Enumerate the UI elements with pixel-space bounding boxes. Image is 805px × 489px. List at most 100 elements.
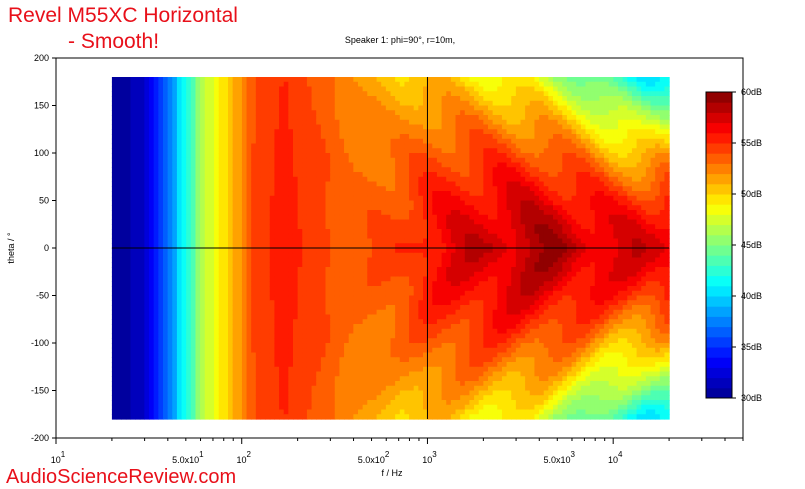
heatmap-cell: [265, 138, 271, 145]
heatmap-cell: [214, 105, 220, 111]
heatmap-cell: [190, 257, 197, 263]
heatmap-cell: [260, 186, 266, 192]
heatmap-cell: [302, 219, 308, 225]
heatmap-cell: [423, 153, 429, 159]
heatmap-cell: [232, 224, 238, 230]
heatmap-cell: [116, 229, 122, 235]
heatmap-cell: [260, 395, 266, 401]
heatmap-cell: [190, 376, 197, 382]
heatmap-cell: [237, 119, 243, 126]
heatmap-cell: [427, 200, 433, 206]
heatmap-cell: [339, 110, 345, 116]
heatmap-cell: [311, 333, 317, 339]
heatmap-cell: [404, 86, 410, 92]
heatmap-cell: [260, 309, 266, 316]
heatmap-cell: [204, 400, 211, 406]
heatmap-cell: [237, 252, 243, 259]
heatmap-cell: [418, 333, 424, 339]
heatmap-cell: [241, 319, 248, 325]
heatmap-cell: [311, 238, 317, 244]
heatmap-cell: [325, 347, 331, 354]
heatmap-cell: [246, 281, 252, 287]
heatmap-cell: [130, 219, 136, 225]
heatmap-cell: [269, 86, 276, 92]
heatmap-cell: [358, 143, 364, 149]
heatmap-cells: [111, 77, 670, 420]
heatmap-cell: [353, 409, 359, 415]
heatmap-cell: [390, 290, 396, 297]
heatmap-cell: [172, 81, 178, 88]
heatmap-cell: [344, 129, 350, 135]
heatmap-cell: [251, 200, 257, 206]
heatmap-cell: [385, 134, 392, 140]
heatmap-cell: [158, 81, 164, 88]
heatmap-cell: [269, 110, 276, 116]
heatmap-cell: [427, 276, 433, 282]
heatmap-cell: [241, 124, 248, 130]
heatmap-cell: [116, 347, 122, 354]
heatmap-cell: [399, 224, 406, 230]
heatmap-cell: [176, 115, 183, 121]
heatmap-cell: [279, 409, 285, 415]
heatmap-cell: [227, 124, 234, 130]
heatmap-cell: [409, 381, 415, 387]
heatmap-cell: [116, 181, 122, 187]
heatmap-cell: [251, 404, 257, 411]
heatmap-cell: [172, 124, 178, 130]
heatmap-cell: [158, 324, 164, 330]
heatmap-cell: [390, 309, 396, 316]
heatmap-cell: [158, 376, 164, 382]
heatmap-cell: [200, 167, 206, 173]
heatmap-cell: [251, 205, 257, 211]
heatmap-cell: [274, 262, 280, 268]
heatmap-cell: [362, 395, 368, 401]
heatmap-cell: [348, 157, 354, 164]
heatmap-cell: [176, 200, 183, 206]
heatmap-cell: [371, 324, 378, 330]
heatmap-cell: [111, 86, 118, 92]
heatmap-cell: [279, 314, 285, 320]
heatmap-cell: [139, 352, 146, 358]
heatmap-cell: [223, 271, 229, 278]
heatmap-cell: [241, 300, 248, 306]
heatmap-cell: [237, 162, 243, 168]
heatmap-cell: [413, 176, 419, 183]
heatmap-cell: [395, 324, 401, 330]
heatmap-cell: [111, 124, 118, 130]
heatmap-cell: [204, 181, 211, 187]
heatmap-cell: [130, 181, 136, 187]
heatmap-cell: [246, 395, 252, 401]
heatmap-cell: [125, 262, 132, 268]
heatmap-cell: [237, 224, 243, 230]
heatmap-cell: [423, 195, 429, 202]
heatmap-cell: [399, 295, 406, 301]
heatmap-cell: [432, 195, 438, 202]
heatmap-cell: [330, 105, 336, 111]
heatmap-cell: [334, 290, 341, 297]
heatmap-cell: [344, 371, 350, 377]
heatmap-cell: [181, 157, 187, 164]
heatmap-cell: [288, 115, 294, 121]
heatmap-cell: [186, 243, 192, 249]
heatmap-cell: [130, 119, 136, 126]
heatmap-cell: [130, 414, 136, 420]
heatmap-cell: [139, 224, 146, 230]
heatmap-cell: [367, 148, 373, 154]
heatmap-cell: [214, 248, 220, 254]
heatmap-cell: [279, 81, 285, 88]
heatmap-cell: [311, 343, 317, 349]
heatmap-cell: [306, 286, 313, 292]
heatmap-cell: [288, 295, 294, 301]
heatmap-cell: [116, 319, 122, 325]
heatmap-cell: [348, 110, 354, 116]
heatmap-cell: [404, 124, 410, 130]
heatmap-cell: [125, 129, 132, 135]
heatmap-cell: [344, 229, 350, 235]
heatmap-cell: [339, 143, 345, 149]
heatmap-cell: [186, 343, 192, 349]
heatmap-cell: [232, 333, 238, 339]
heatmap-cell: [139, 119, 146, 126]
heatmap-cell: [218, 248, 224, 254]
heatmap-cell: [255, 262, 262, 268]
heatmap-cell: [116, 210, 122, 216]
